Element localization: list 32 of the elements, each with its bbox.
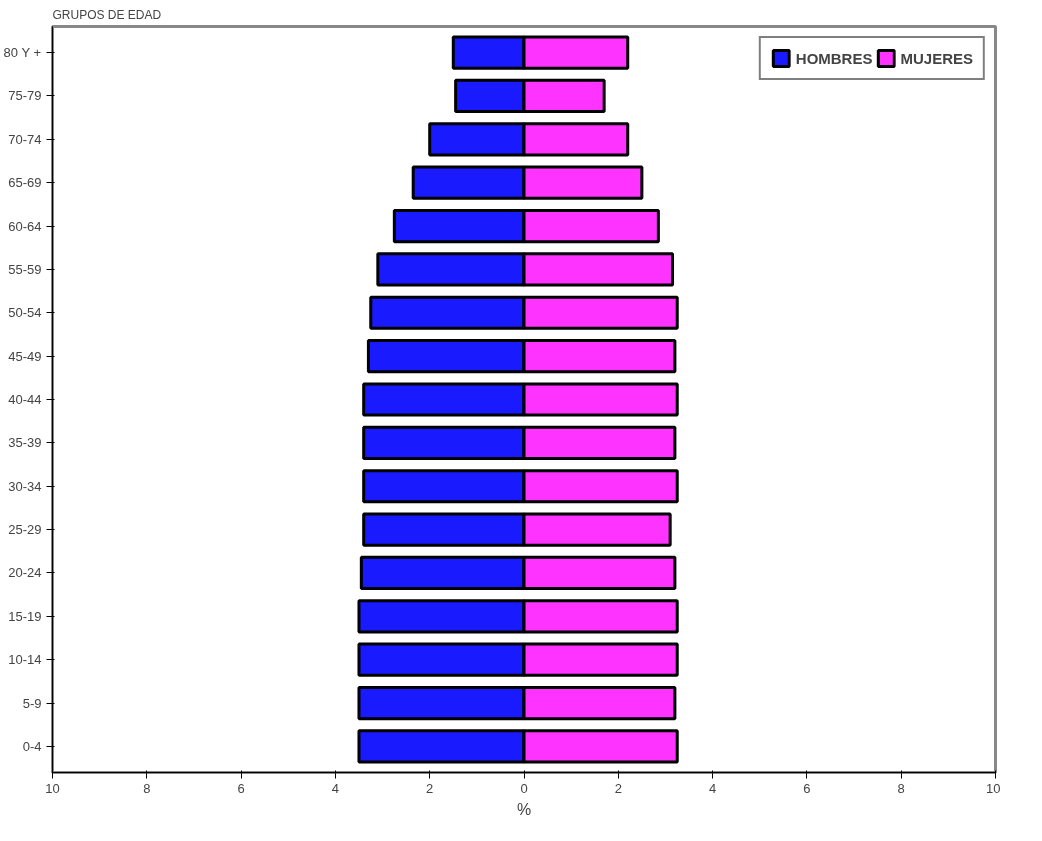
x-tick-label: 0 xyxy=(520,780,528,796)
x-tick-label: 8 xyxy=(897,780,905,796)
x-tick-label: 4 xyxy=(708,780,717,796)
y-tick-label: 25-29 xyxy=(8,522,42,538)
y-axis-title: GRUPOS DE EDAD xyxy=(52,7,162,22)
y-tick-label: 70-74 xyxy=(8,131,42,147)
x-tick-label: 4 xyxy=(331,780,340,796)
y-tick-label: 40-44 xyxy=(8,392,42,407)
x-tick-label: 6 xyxy=(803,780,811,796)
x-tick-label: 2 xyxy=(614,780,622,796)
y-tick-label: 50-54 xyxy=(8,305,42,321)
x-tick-label: 2 xyxy=(426,780,434,796)
y-tick-label: 75-79 xyxy=(8,88,42,104)
y-tick-label: 65-69 xyxy=(8,175,42,191)
y-tick-label: 55-59 xyxy=(8,261,42,277)
y-tick-label: 30-34 xyxy=(8,478,42,494)
y-tick-label: 60-64 xyxy=(8,218,42,234)
x-tick-label: 6 xyxy=(237,780,245,796)
legend-label: MUJERES xyxy=(900,49,973,67)
y-tick-label: 0-4 xyxy=(22,738,42,754)
legend-label: HOMBRES xyxy=(795,49,873,67)
y-tick-label: 80 Y + xyxy=(3,45,42,61)
y-tick-label: 45-49 xyxy=(8,348,42,364)
y-tick-label: 20-24 xyxy=(8,565,42,581)
x-tick-label: 10 xyxy=(45,780,60,796)
y-tick-label: 10-14 xyxy=(8,652,42,668)
y-tick-label: 35-39 xyxy=(8,435,42,451)
x-tick-label: 8 xyxy=(143,780,151,796)
y-tick-label: 15-19 xyxy=(8,608,42,624)
y-tick-label: 5-9 xyxy=(22,695,42,711)
x-tick-label: 10 xyxy=(986,780,1001,796)
x-axis-title: % xyxy=(516,800,532,818)
